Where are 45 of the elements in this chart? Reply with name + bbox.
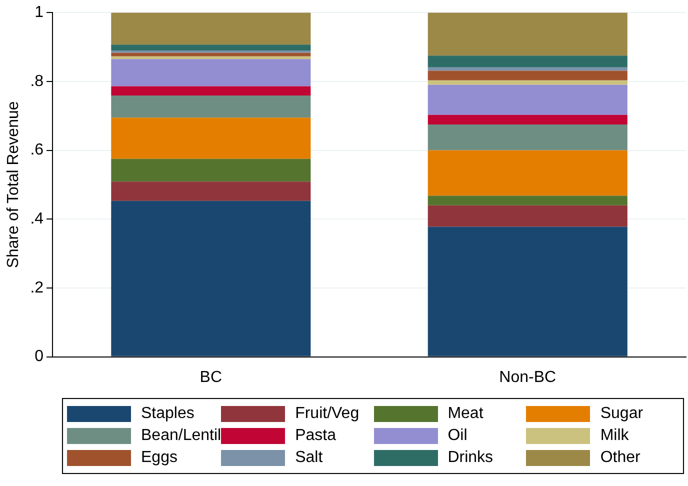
bar [428,196,628,206]
bar [111,12,311,45]
legend-label: Bean/Lentil [141,427,222,445]
bar [428,226,628,356]
y-tick-label: .2 [30,279,44,296]
y-tick-label: 1 [34,4,44,22]
bar [428,70,628,80]
bar [111,118,311,159]
bar [428,56,628,68]
bar [111,182,311,201]
legend-label: Eggs [141,449,178,467]
bar [428,205,628,227]
bar [428,67,628,71]
y-tick-label: .6 [30,142,44,159]
bar [111,158,311,182]
legend-label: Staples [141,405,194,423]
y-tick-label: .8 [30,72,44,90]
legend-label: Oil [448,427,468,445]
bar [111,200,311,356]
bar [428,150,628,196]
legend-label: Meat [448,405,484,423]
bar [111,44,311,50]
legend-label: Milk [600,427,629,445]
bar [111,59,311,86]
bar [428,84,628,115]
bar [111,86,311,96]
bar [111,50,311,53]
bar [428,124,628,150]
legend-label: Drinks [448,449,494,467]
legend-label: Pasta [295,427,336,445]
bar [111,96,311,118]
x-tick-label: Non-BC [499,368,556,386]
bar [428,12,628,56]
bar [428,114,628,124]
legend-label: Salt [295,449,323,467]
legend-label: Other [600,449,640,467]
legend-label: Sugar [600,405,644,423]
legend-label: Fruit/Veg [295,405,360,423]
y-axis-title: Share of Total Revenue [5,101,22,268]
bar [111,52,311,56]
y-tick-label: .4 [30,210,44,228]
bar [428,80,628,85]
y-tick-label: 0 [34,348,44,366]
bar [111,56,311,60]
x-tick-label: BC [200,368,222,386]
